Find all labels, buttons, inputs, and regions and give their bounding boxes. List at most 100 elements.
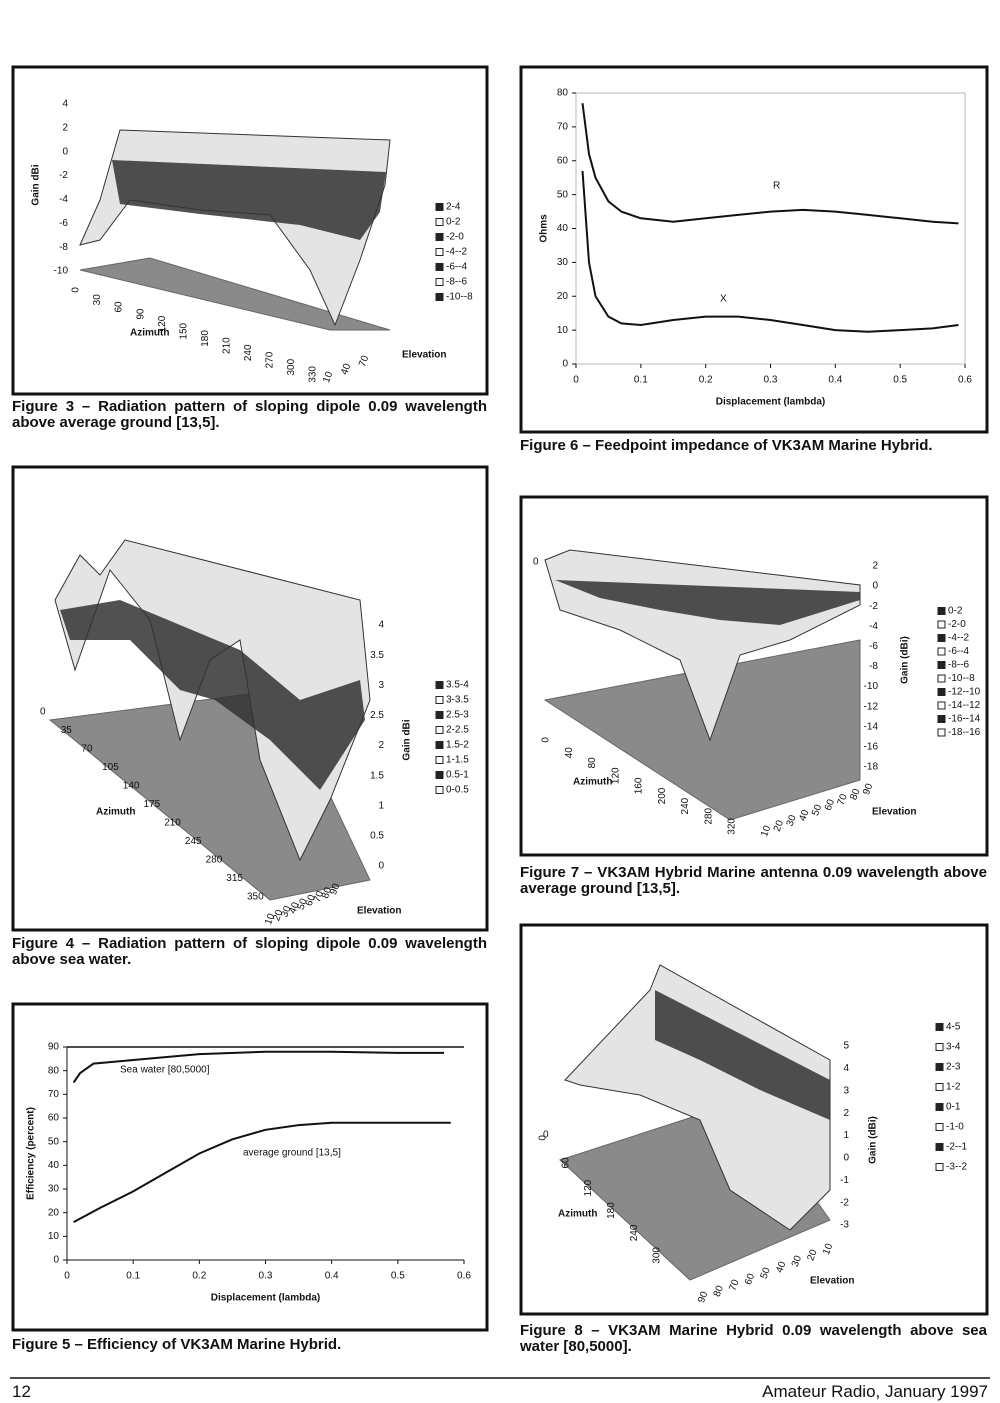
footer-text: Amateur Radio, January 1997 [762, 1382, 988, 1401]
legend-swatch [435, 278, 444, 286]
z-tick-label: -1 [840, 1175, 849, 1186]
azimuth-tick-label: 175 [144, 799, 161, 810]
caption: Figure 4 – Radiation pattern of sloping … [12, 935, 487, 968]
legend-swatch [435, 233, 444, 241]
legend-swatch [435, 203, 444, 211]
elevation-tick-label: 20 [271, 908, 285, 923]
z-tick-label: 0 [378, 861, 384, 872]
y-tick-label: 70 [557, 122, 569, 133]
legend-swatch [935, 1083, 944, 1091]
legend-label: -6--4 [446, 262, 468, 273]
legend-swatch [435, 218, 444, 226]
z-tick-label: -18 [864, 762, 879, 773]
z-tick-label: -16 [864, 742, 879, 753]
azimuth-tick-label: 280 [206, 855, 223, 866]
y-tick-label: 30 [48, 1184, 60, 1195]
azimuth-tick-label: 240 [243, 344, 254, 361]
x-tick-label: 0.5 [893, 375, 907, 386]
axis-title: Azimuth [558, 1209, 597, 1220]
x-tick-label: 0.3 [764, 375, 778, 386]
axis-title: Azimuth [96, 807, 135, 818]
legend-swatch [935, 1103, 944, 1111]
series-label: X [720, 294, 727, 305]
z-tick-label: 4 [378, 620, 384, 631]
caption: Figure 7 – VK3AM Hybrid Marine antenna 0… [520, 864, 987, 897]
elevation-tick-label: 10 [759, 824, 773, 839]
surface-floor [543, 639, 861, 821]
azimuth-tick-label: 120 [610, 767, 621, 784]
surface-band [60, 600, 365, 790]
z-tick-label: 1 [378, 800, 384, 811]
legend-swatch [937, 701, 946, 710]
legend-label: 2.5-3 [446, 710, 469, 721]
elevation-tick-label: 70 [836, 792, 850, 807]
azimuth-tick-label: 330 [308, 366, 319, 383]
y-tick-label: 10 [557, 325, 569, 336]
figure-frame [519, 495, 989, 857]
x-tick-label: 0.6 [958, 375, 972, 386]
y-tick-label: 40 [48, 1160, 60, 1171]
azimuth-tick-label: 210 [164, 818, 181, 829]
y-tick-label: 20 [48, 1207, 60, 1218]
legend-swatch [937, 688, 946, 696]
x-tick-label: 0.4 [828, 375, 842, 386]
legend-swatch [435, 711, 444, 719]
legend-swatch [937, 674, 946, 683]
elevation-tick-label: 80 [712, 1284, 726, 1299]
azimuth-tick-label: 180 [606, 1202, 617, 1219]
z-tick-label: -2 [869, 601, 878, 612]
figure-frame [11, 465, 489, 932]
legend-swatch [937, 715, 946, 723]
z-tick-label: 0 [872, 581, 878, 592]
legend-label: -10--8 [446, 292, 473, 303]
y-tick-label: 60 [48, 1113, 60, 1124]
y-axis-title: Efficiency (percent) [26, 1107, 37, 1200]
z-tick-label: 0 [62, 146, 68, 157]
z-tick-label: -4 [59, 194, 68, 205]
azimuth-tick-label: 300 [652, 1247, 663, 1264]
series-label: average ground [13,5] [243, 1148, 341, 1159]
legend-label: -2-0 [948, 619, 966, 630]
legend-label: 0-2 [446, 217, 461, 228]
axis-title: Elevation [357, 906, 401, 917]
figure-frame [519, 923, 989, 1316]
azimuth-tick-label: 140 [123, 781, 140, 792]
elevation-tick-label: 40 [797, 808, 811, 823]
azimuth-tick-label: 180 [200, 330, 211, 347]
azimuth-tick-label: 30 [92, 294, 103, 306]
surface-floor [79, 257, 391, 331]
z-tick-label: -8 [59, 242, 68, 253]
elevation-tick-label: 70 [312, 889, 326, 904]
z-tick-label: -4 [869, 621, 878, 632]
figure-frame [11, 65, 489, 396]
elevation-tick-label: 50 [810, 803, 824, 818]
azimuth-tick-label: 70 [81, 744, 93, 755]
legend-label: 2-4 [446, 202, 461, 213]
azimuth-tick-label: 210 [221, 337, 232, 354]
y-tick-label: 10 [48, 1231, 60, 1242]
z-tick-label: -3 [840, 1220, 849, 1231]
legend-swatch [435, 696, 444, 704]
azimuth-tick-label: 300 [286, 358, 297, 375]
legend-swatch [937, 647, 946, 656]
azimuth-tick-label: 120 [583, 1179, 594, 1196]
axis-title: Gain (dBi) [868, 1116, 879, 1164]
legend-swatch [935, 1023, 944, 1031]
legend-swatch [435, 248, 444, 256]
legend-label: -6--4 [948, 646, 970, 657]
axis-title: Azimuth [573, 777, 612, 788]
azimuth-tick-label: 0 [71, 287, 82, 293]
z-tick-label: 4 [62, 99, 68, 110]
azimuth-tick-label: 270 [265, 351, 276, 368]
line [581, 103, 959, 225]
legend-label: -2-0 [446, 232, 464, 243]
x-tick-label: 0.4 [325, 1271, 339, 1282]
azimuth-tick-label: 350 [247, 892, 264, 903]
elevation-tick-label: 10 [321, 370, 335, 385]
azimuth-tick-label: 280 [703, 807, 714, 824]
x-tick-label: 0.2 [192, 1271, 206, 1282]
axis-title: Gain (dBi) [900, 636, 911, 684]
elevation-tick-label: 80 [320, 886, 334, 901]
x-tick-label: 0.5 [391, 1271, 405, 1282]
